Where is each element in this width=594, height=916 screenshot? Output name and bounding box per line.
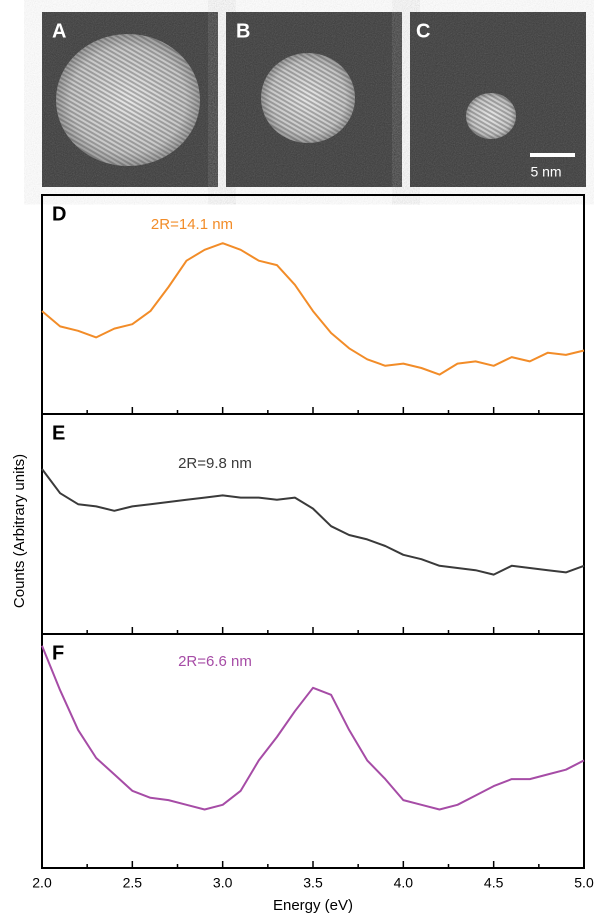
x-tick-label: 4.5 bbox=[484, 875, 504, 891]
x-tick-label: 5.0 bbox=[574, 875, 594, 891]
spectrum-line bbox=[41, 468, 585, 576]
image-label: A bbox=[52, 20, 66, 42]
panel-frame bbox=[41, 194, 585, 415]
x-tick-label: 3.0 bbox=[213, 875, 233, 891]
y-axis-label: Counts (Arbitrary units) bbox=[11, 454, 28, 608]
panel-label: D bbox=[52, 203, 66, 225]
x-tick-label: 2.5 bbox=[123, 875, 143, 891]
x-tick-label: 2.0 bbox=[32, 875, 52, 891]
panel-frame bbox=[41, 633, 585, 869]
annotation: 2R=9.8 nm bbox=[178, 455, 252, 472]
annotation: 2R=14.1 nm bbox=[151, 216, 233, 233]
scale-bar-label: 5 nm bbox=[530, 164, 561, 180]
panel-label: E bbox=[52, 422, 65, 444]
x-tick-label: 4.0 bbox=[394, 875, 414, 891]
spectrum-line bbox=[41, 242, 585, 376]
annotation: 2R=6.6 nm bbox=[178, 653, 252, 670]
image-label: C bbox=[416, 20, 430, 42]
image-label: B bbox=[236, 20, 250, 42]
x-axis-label: Energy (eV) bbox=[273, 897, 353, 914]
scale-bar bbox=[530, 153, 575, 157]
image-c bbox=[410, 12, 586, 187]
image-a bbox=[42, 12, 218, 187]
panel-label: F bbox=[52, 642, 64, 664]
image-b bbox=[226, 12, 402, 187]
panel-frame bbox=[41, 413, 585, 635]
spectrum-line bbox=[41, 645, 585, 811]
x-tick-label: 3.5 bbox=[303, 875, 323, 891]
